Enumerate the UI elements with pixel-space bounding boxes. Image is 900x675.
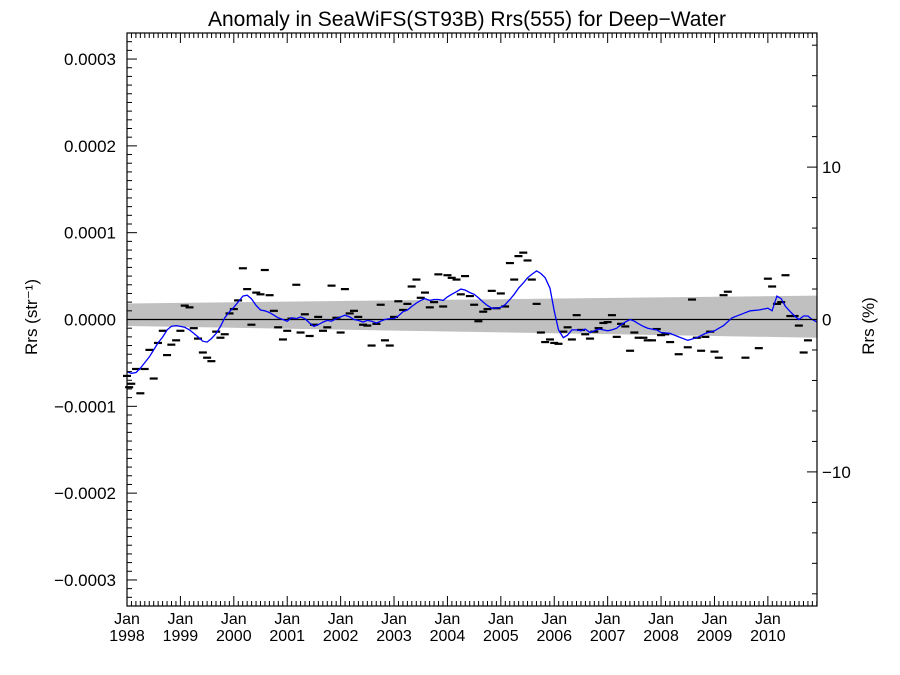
x-tick-label-month: Jan [702, 611, 728, 628]
x-tick-label-year: 2001 [269, 628, 305, 645]
x-tick-label-month: Jan [541, 611, 567, 628]
x-tick-label-year: 2008 [643, 628, 679, 645]
x-tick-label-month: Jan [274, 611, 300, 628]
y-right-tick-label: −10 [822, 463, 851, 482]
x-tick-label-month: Jan [381, 611, 407, 628]
x-tick-label-year: 2002 [323, 628, 359, 645]
x-tick-label-year: 2007 [590, 628, 626, 645]
y-left-tick-label: 0.0001 [64, 224, 116, 243]
y-right-tick-label: 10 [822, 158, 841, 177]
x-tick-label-month: Jan [435, 611, 461, 628]
x-tick-label-year: 2009 [697, 628, 733, 645]
x-tick-label-year: 2003 [376, 628, 412, 645]
x-tick-label-year: 2005 [483, 628, 519, 645]
series-layer [126, 270, 818, 374]
x-tick-label-year: 2004 [430, 628, 466, 645]
x-tick-label-year: 1998 [109, 628, 145, 645]
x-tick-label-year: 2006 [536, 628, 572, 645]
x-tick-label-month: Jan [648, 611, 674, 628]
x-tick-label-year: 1999 [163, 628, 199, 645]
y-right-tick-label: 0 [822, 311, 831, 330]
x-tick-label-month: Jan [328, 611, 354, 628]
x-tick-label-month: Jan [221, 611, 247, 628]
series-line [126, 270, 818, 374]
y-left-tick-label: 0.0000 [64, 311, 116, 330]
y-left-tick-label: −0.0002 [54, 484, 116, 503]
x-tick-label-year: 2000 [216, 628, 252, 645]
y-axis-right-label: Rrs (%) [859, 297, 878, 355]
x-tick-label-month: Jan [595, 611, 621, 628]
x-tick-label-month: Jan [755, 611, 781, 628]
y-axis-left-label: Rrs (str⁻¹) [22, 279, 41, 355]
x-tick-label-month: Jan [168, 611, 194, 628]
x-tick-label-month: Jan [114, 611, 140, 628]
y-left-tick-label: 0.0002 [64, 137, 116, 156]
monthly-anomaly-layer [123, 251, 812, 395]
y-left-tick-label: −0.0003 [54, 571, 116, 590]
y-left-tick-label: 0.0003 [64, 50, 116, 69]
y-left-tick-label: −0.0001 [54, 397, 116, 416]
axes-layer: Jan1998Jan1999Jan2000Jan2001Jan2002Jan20… [54, 32, 851, 645]
x-tick-label-month: Jan [488, 611, 514, 628]
chart-title: Anomaly in SeaWiFS(ST93B) Rrs(555) for D… [208, 8, 726, 31]
x-tick-label-year: 2010 [750, 628, 786, 645]
